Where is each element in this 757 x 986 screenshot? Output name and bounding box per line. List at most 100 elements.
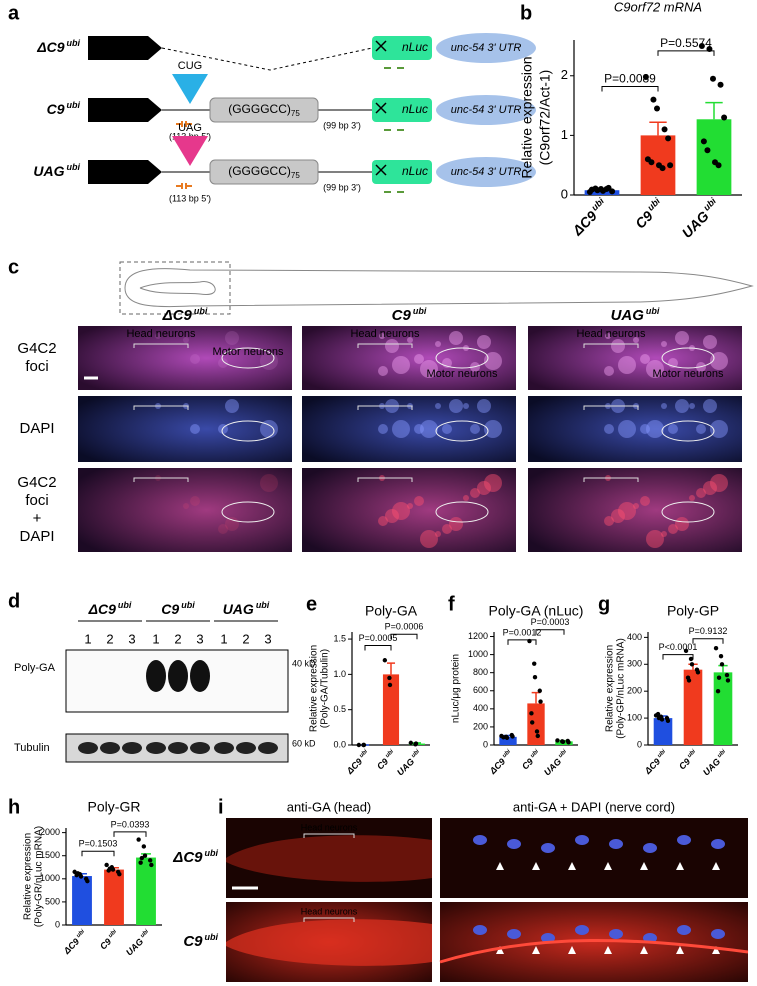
blot-band: [258, 742, 278, 754]
nucleus-blob: [420, 530, 438, 548]
repeat-main: (GGGGCC): [228, 164, 291, 178]
nucleus: [507, 839, 521, 849]
head-bracket: [583, 343, 639, 348]
label-main: ΔC9: [172, 849, 203, 866]
label-sup: ubi: [67, 162, 81, 172]
significance-bracket: [364, 645, 392, 651]
y-axis-label: (Poly-GP/nLuc mRNA): [616, 638, 627, 739]
x-tick-label: UAGubi: [701, 748, 731, 778]
primer-arrows: [176, 183, 192, 189]
data-point: [532, 675, 538, 680]
nucleus-blob: [633, 503, 639, 509]
arrowhead: [676, 946, 684, 954]
atg-cross: [375, 40, 387, 52]
column-title: anti-GA (head): [287, 799, 372, 814]
p-value: P=0.0003: [531, 617, 570, 627]
nucleus-blob: [689, 403, 695, 409]
label-main: UAG: [678, 207, 711, 240]
nucleus-blob: [442, 424, 452, 434]
nucleus-blob: [710, 352, 728, 370]
data-point: [715, 688, 721, 694]
y-axis-label: (Poly-GR/nLuc mRNA): [34, 826, 45, 927]
data-point: [532, 661, 537, 666]
nucleus-blob: [414, 496, 424, 506]
nucleus-blob: [414, 354, 424, 364]
significance-bracket: [81, 850, 115, 857]
promoter-label: Psnb-1: [102, 166, 139, 178]
nucleus: [711, 929, 725, 939]
significance-bracket: [535, 629, 565, 635]
micrograph: [302, 396, 516, 462]
promoter-label: Psnb-1: [102, 42, 139, 54]
data-point: [361, 742, 367, 748]
worm-pharynx: [139, 281, 216, 295]
x-tick-label: C9ubi: [631, 196, 667, 232]
arrowhead: [532, 946, 540, 954]
motor-ellipse: [661, 420, 715, 442]
lane-number: 2: [106, 631, 113, 646]
nucleus: [575, 835, 589, 845]
lane-number: 1: [220, 631, 227, 646]
nucleus-blob: [661, 403, 667, 409]
nucleus-blob: [703, 335, 717, 349]
nucleus-blob: [392, 502, 410, 520]
label-main: C9: [392, 307, 412, 324]
head-bracket: [133, 477, 189, 482]
data-point: [75, 871, 81, 876]
micrograph: [528, 326, 742, 390]
chart-title: Poly-GA (nLuc): [489, 603, 584, 619]
data-point: [530, 720, 535, 725]
construct-name: ΔC9 ubi: [36, 38, 80, 54]
blot-band: [168, 742, 188, 754]
codon-triangle: [172, 136, 208, 166]
label-main: ΔC9: [36, 39, 65, 55]
bar: [713, 672, 733, 745]
x-tick-label: UAGubi: [542, 748, 572, 778]
data-point: [535, 733, 540, 739]
panel-letter: f: [448, 593, 455, 615]
construct-name: C9 ubi: [47, 100, 81, 116]
nucleus: [507, 929, 521, 939]
label-sup: ubi: [413, 306, 427, 316]
data-point: [537, 688, 542, 693]
label-sup: ubi: [590, 196, 607, 213]
chart-title: Poly-GR: [88, 799, 141, 815]
y-tick-label: 300: [627, 659, 642, 669]
label-sup: ubi: [67, 38, 81, 48]
utr-ellipse: [436, 157, 536, 187]
panel-letter: g: [598, 593, 610, 615]
nucleus-blob: [640, 354, 650, 364]
label-sup: ubi: [501, 748, 512, 759]
promoter-arrow: [88, 98, 162, 122]
motor-ellipse: [221, 347, 275, 369]
repeat-label: (GGGGCC)75: [228, 164, 300, 180]
p-value: P=0.0089: [604, 72, 656, 86]
lane-number: 2: [174, 631, 181, 646]
nucleus-blob: [710, 420, 728, 438]
micrograph: [78, 468, 292, 552]
label-sup: ubi: [67, 100, 81, 110]
data-point: [117, 871, 122, 877]
nucleus: [473, 835, 487, 845]
motor-ellipse: [661, 501, 715, 523]
data-point: [413, 741, 419, 746]
blot-band: [78, 742, 98, 754]
nucleus-blob: [604, 424, 614, 434]
reporter-box: [372, 98, 432, 122]
micrograph: [528, 396, 742, 462]
micrograph: [78, 396, 292, 462]
data-point: [78, 874, 84, 879]
nucleus-blob: [435, 403, 441, 409]
y-tick-label: 0: [483, 739, 488, 749]
motor-ellipse: [661, 347, 715, 369]
significance-bracket: [692, 638, 724, 644]
bar: [499, 736, 517, 745]
nucleus-blob: [385, 509, 399, 523]
head-bracket: [357, 343, 413, 348]
region-label: Head neurons: [350, 328, 420, 340]
row-label: G4C2: [17, 340, 56, 357]
nucleus-blob: [435, 531, 441, 537]
p-value: P=0.9132: [689, 626, 728, 636]
nucleus: [541, 933, 555, 943]
